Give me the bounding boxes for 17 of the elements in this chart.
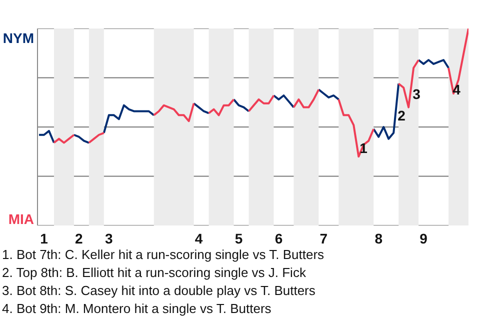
- annotation: 3: [412, 86, 421, 102]
- text: 2. Top 8th: B. Elliott hit a run-scoring single vs J. Fick: [2, 264, 307, 282]
- text: MIA: [8, 210, 34, 229]
- x-tick-label: 5: [234, 230, 243, 246]
- text: 1. Bot 7th: C. Keller hit a run-scoring single vs T. Butters: [2, 246, 324, 264]
- annotation: 2: [398, 108, 406, 124]
- x-tick-label: 7: [320, 230, 328, 246]
- x-tick-label: 1: [40, 230, 48, 246]
- x-tick-label: 4: [194, 230, 203, 246]
- x-tick-label: 3: [105, 230, 114, 246]
- x-tick-label: 9: [420, 230, 428, 246]
- x-tick-label: 6: [274, 230, 283, 246]
- text: 3. Bot 8th: S. Casey hit into a double play vs T. Butters: [2, 282, 316, 300]
- x-tick-label: 2: [75, 230, 84, 246]
- text: NYM: [2, 29, 34, 48]
- text: 4. Bot 9th: M. Montero hit a single vs T. Butters: [2, 300, 272, 318]
- x-tick-label: 8: [374, 230, 383, 246]
